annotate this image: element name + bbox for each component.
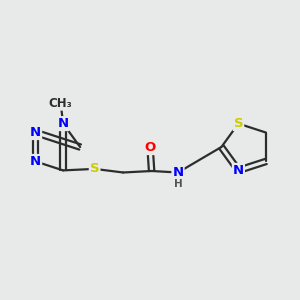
Text: H: H <box>174 179 182 189</box>
Text: S: S <box>90 162 99 176</box>
Text: N: N <box>30 126 41 139</box>
Text: O: O <box>145 141 156 154</box>
Text: N: N <box>58 117 69 130</box>
Text: CH₃: CH₃ <box>49 97 73 110</box>
Text: N: N <box>30 155 41 168</box>
Text: N: N <box>233 164 244 177</box>
Text: N: N <box>172 166 184 179</box>
Text: S: S <box>234 117 243 130</box>
